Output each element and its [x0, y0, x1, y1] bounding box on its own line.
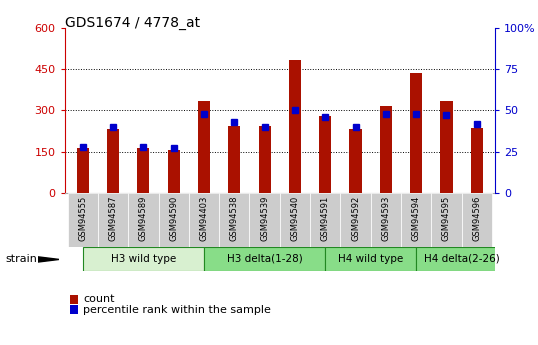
Bar: [350, 129, 362, 193]
Text: GSM94555: GSM94555: [78, 196, 87, 241]
Bar: [441, 101, 452, 193]
Text: GSM94539: GSM94539: [260, 196, 269, 241]
Text: GDS1674 / 4778_at: GDS1674 / 4778_at: [65, 16, 200, 30]
Bar: [319, 117, 331, 193]
Text: percentile rank within the sample: percentile rank within the sample: [83, 305, 271, 315]
Bar: [168, 150, 180, 193]
Bar: [371, 193, 401, 247]
Bar: [471, 128, 483, 193]
Bar: [219, 193, 250, 247]
Bar: [325, 247, 416, 271]
Bar: [280, 193, 310, 247]
Bar: [259, 126, 271, 193]
Bar: [128, 193, 159, 247]
Text: GSM94591: GSM94591: [321, 196, 330, 241]
Polygon shape: [38, 257, 59, 262]
Text: GSM94589: GSM94589: [139, 196, 148, 241]
Bar: [410, 72, 422, 193]
Text: GSM94593: GSM94593: [381, 196, 391, 241]
Bar: [401, 193, 431, 247]
Bar: [431, 193, 462, 247]
Bar: [98, 193, 128, 247]
Bar: [289, 60, 301, 193]
Text: GSM94592: GSM94592: [351, 196, 360, 241]
Bar: [380, 106, 392, 193]
Bar: [83, 247, 204, 271]
Bar: [68, 193, 98, 247]
Bar: [228, 126, 240, 193]
Text: H3 wild type: H3 wild type: [111, 254, 176, 264]
Bar: [250, 193, 280, 247]
Text: H3 delta(1-28): H3 delta(1-28): [226, 254, 302, 264]
Text: strain: strain: [5, 255, 37, 264]
Bar: [189, 193, 219, 247]
Text: GSM94403: GSM94403: [200, 196, 209, 241]
Bar: [310, 193, 341, 247]
Bar: [77, 148, 89, 193]
Text: GSM94540: GSM94540: [291, 196, 300, 241]
Text: GSM94596: GSM94596: [472, 196, 482, 241]
Bar: [137, 148, 150, 193]
Bar: [204, 247, 325, 271]
Bar: [462, 193, 492, 247]
Bar: [107, 129, 119, 193]
Bar: [416, 247, 507, 271]
Text: GSM94538: GSM94538: [230, 196, 239, 241]
Text: GSM94595: GSM94595: [442, 196, 451, 241]
Bar: [341, 193, 371, 247]
Bar: [198, 101, 210, 193]
Text: GSM94590: GSM94590: [169, 196, 178, 241]
Text: count: count: [83, 294, 115, 304]
Text: GSM94587: GSM94587: [109, 196, 118, 241]
Text: GSM94594: GSM94594: [412, 196, 421, 241]
Text: H4 delta(2-26): H4 delta(2-26): [424, 254, 499, 264]
Bar: [159, 193, 189, 247]
Text: H4 wild type: H4 wild type: [338, 254, 404, 264]
